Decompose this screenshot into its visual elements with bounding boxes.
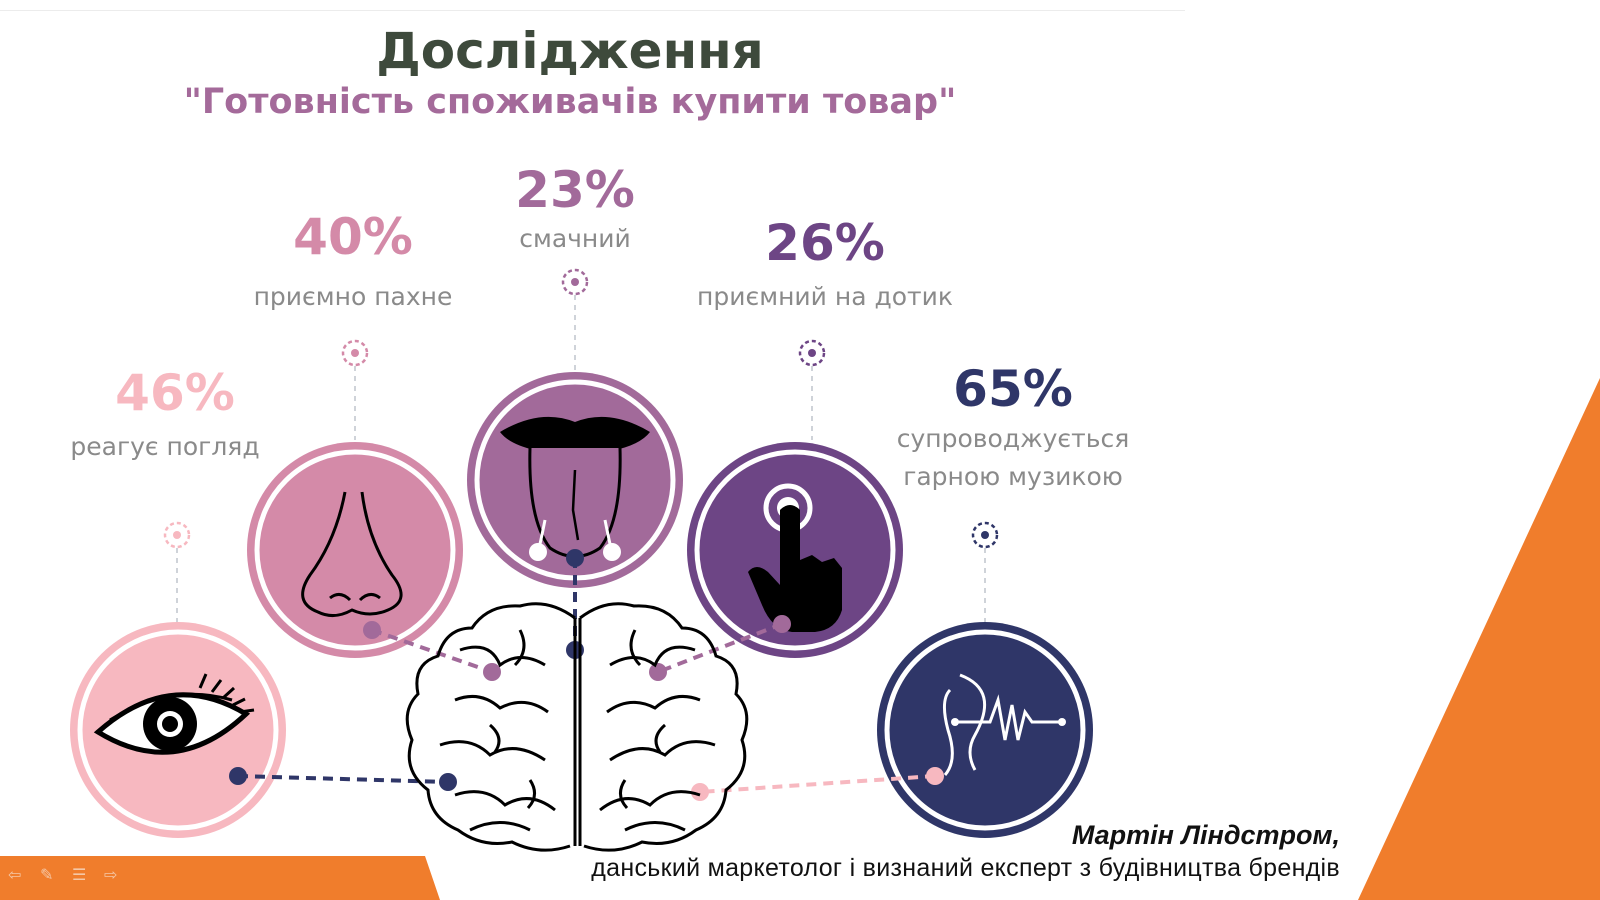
sight-percent: 46% (115, 364, 235, 422)
touch-percent: 26% (765, 214, 885, 272)
hearing-description: супроводжується гарною музикою (896, 424, 1130, 491)
pointing-hand-icon (748, 483, 842, 632)
tongue-icon (500, 416, 650, 558)
connector-smell (363, 621, 501, 681)
connector-sight (229, 767, 457, 791)
marker-sight (163, 521, 191, 625)
page-subtitle: "Готовність споживачів купити товар" (183, 82, 957, 122)
eye-icon (93, 673, 255, 755)
orange-corner-bottom (0, 856, 440, 900)
sight-description: реагує погляд (70, 432, 260, 461)
connector-touch (649, 615, 791, 681)
quote-author: Мартін Ліндстром, (1071, 820, 1340, 850)
hearing-circle (877, 622, 1093, 838)
ear-soundwave-icon (943, 673, 1066, 776)
menu-icon[interactable]: ☰ (72, 865, 87, 884)
page-title: Дослідження (376, 22, 764, 80)
connector-hearing (691, 767, 944, 801)
slide-nav-controls: ⇦ ✎ ☰ ⇨ (8, 865, 122, 884)
orange-corner-right (1358, 378, 1600, 900)
touch-description: приємний на дотик (697, 282, 953, 311)
brain-icon (405, 602, 749, 852)
back-arrow-icon[interactable]: ⇦ (8, 865, 22, 884)
smell-description: приємно пахне (253, 282, 453, 311)
taste-percent: 23% (515, 161, 635, 219)
forward-arrow-icon[interactable]: ⇨ (104, 865, 118, 884)
marker-taste (561, 268, 589, 370)
smell-percent: 40% (293, 208, 413, 266)
marker-touch (798, 339, 826, 440)
quote-author-description: данський маркетолог і визнаний експерт з… (591, 854, 1340, 882)
taste-description: смачний (519, 224, 631, 253)
marker-hearing (971, 521, 999, 625)
smell-circle (247, 442, 463, 658)
pen-icon[interactable]: ✎ (40, 865, 54, 884)
nose-icon (301, 491, 403, 617)
top-divider (0, 10, 1185, 11)
marker-smell (341, 339, 369, 440)
hearing-percent: 65% (953, 360, 1073, 418)
